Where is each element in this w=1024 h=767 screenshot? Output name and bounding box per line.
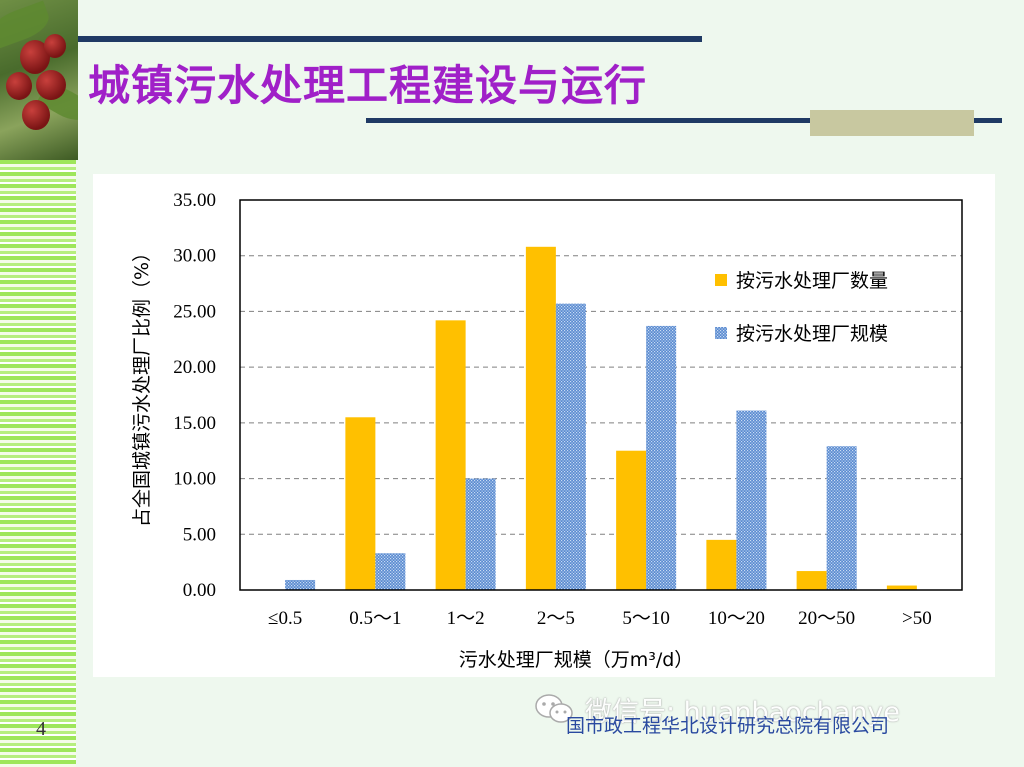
bar-chart: 0.00 5.00 10.00 15.00 20.00 25.00 30.00 35.00 ≤…	[131, 190, 963, 671]
legend-label: 按污水处理厂数量	[736, 270, 888, 292]
legend-label: 按污水处理厂规模	[736, 323, 888, 345]
bar-count-2	[435, 320, 466, 590]
bar-scale-5	[736, 410, 767, 590]
bar-scale-6	[826, 446, 857, 590]
y-tick-label: 35.00	[173, 190, 216, 211]
x-tick-label: 10～20	[708, 608, 765, 629]
y-tick-label: 30.00	[173, 246, 216, 267]
wechat-watermark: 微信号: huanbaochanye	[585, 697, 900, 728]
decorative-tan-block	[810, 110, 974, 136]
bar-scale-1	[375, 553, 406, 590]
x-tick-label: 20～50	[798, 608, 855, 629]
bar-count-5	[706, 539, 737, 590]
legend-swatch	[715, 274, 727, 286]
bar-scale-0	[285, 579, 316, 590]
bar-count-1	[345, 417, 376, 590]
legend-swatch	[715, 327, 727, 339]
plot-frame	[239, 199, 963, 591]
decorative-stripes	[0, 160, 76, 767]
title-top-rule	[78, 36, 702, 42]
bar-scale-2	[465, 478, 496, 590]
chart-panel: 0.00 5.00 10.00 15.00 20.00 25.00 30.00 35.00 ≤…	[93, 174, 995, 677]
x-tick-label: >50	[902, 608, 932, 629]
bar-count-3	[525, 246, 556, 591]
wechat-icon	[535, 694, 573, 723]
footer-company-name: 国市政工程华北设计研究总院有限公司	[566, 715, 890, 737]
title-bottom-rule	[366, 118, 1002, 123]
page-number: 4	[36, 718, 46, 740]
slide-title: 城镇污水处理工程建设与运行	[88, 61, 648, 110]
y-tick-label: 5.00	[183, 524, 216, 545]
y-tick-label: 0.00	[183, 580, 216, 601]
x-tick-label: 2～5	[537, 608, 575, 629]
bar-count-4	[616, 450, 647, 590]
y-axis-label: 占全国城镇污水处理厂比例（%）	[131, 243, 153, 527]
x-tick-label: ≤0.5	[268, 608, 302, 629]
x-tick-label: 0.5～1	[349, 608, 401, 629]
bar-scale-3	[555, 303, 586, 590]
y-tick-label: 20.00	[173, 357, 216, 378]
x-tick-label: 1～2	[447, 608, 485, 629]
bar-count-6	[796, 571, 827, 590]
y-tick-label: 25.00	[173, 301, 216, 322]
y-tick-label: 10.00	[173, 469, 216, 490]
bar-scale-4	[646, 325, 677, 590]
y-tick-label: 15.00	[173, 413, 216, 434]
x-tick-label: 5～10	[622, 608, 670, 629]
x-axis-label: 污水处理厂规模（万m³/d）	[459, 649, 694, 671]
bar-count-7	[886, 585, 917, 590]
decorative-berry-photo	[0, 0, 78, 160]
